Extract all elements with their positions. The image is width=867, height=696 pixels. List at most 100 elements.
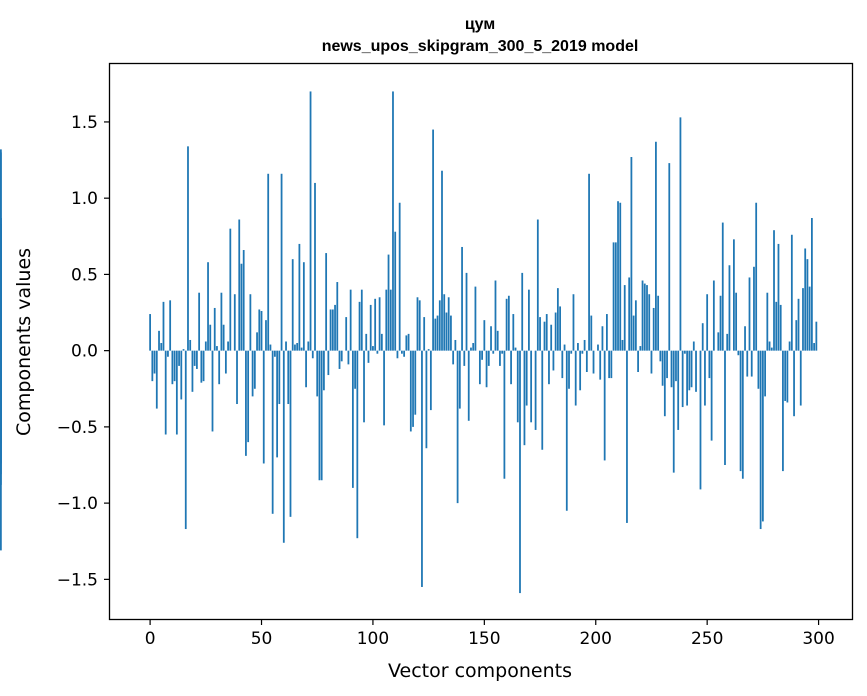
bar — [695, 351, 697, 392]
bar — [348, 351, 350, 365]
bar — [249, 294, 251, 350]
bar — [252, 351, 254, 397]
bar — [163, 302, 165, 351]
bar — [722, 223, 724, 351]
bar — [270, 345, 272, 351]
bar — [0, 224, 2, 351]
bar — [345, 317, 347, 351]
bar — [178, 351, 180, 366]
bar — [789, 342, 791, 351]
bar — [813, 343, 815, 351]
bar — [183, 349, 185, 351]
bar — [575, 351, 577, 406]
bar — [608, 351, 610, 378]
bar — [524, 351, 526, 446]
bar — [782, 351, 784, 471]
bar — [325, 253, 327, 351]
bar — [209, 325, 211, 351]
bar — [314, 183, 316, 351]
bar — [0, 340, 2, 351]
bar — [711, 351, 713, 441]
bar — [158, 331, 160, 351]
bar — [372, 346, 374, 351]
bar — [423, 317, 425, 351]
x-tick-label: 50 — [251, 629, 273, 649]
bar — [619, 203, 621, 351]
bar — [510, 351, 512, 385]
bar — [564, 345, 566, 351]
bar — [299, 244, 301, 351]
bar — [405, 335, 407, 350]
bar — [673, 351, 675, 473]
bar — [573, 294, 575, 350]
bar — [421, 351, 423, 587]
bar — [468, 351, 470, 421]
bar — [613, 242, 615, 350]
bar — [307, 342, 309, 351]
bar — [359, 302, 361, 351]
bar — [800, 351, 802, 406]
bar — [207, 262, 209, 350]
bar — [229, 229, 231, 351]
bar — [517, 351, 519, 423]
bar — [203, 351, 205, 381]
bar — [234, 294, 236, 350]
bar — [492, 351, 494, 354]
bar — [466, 273, 468, 351]
bar — [501, 351, 503, 354]
bar — [508, 296, 510, 351]
bar — [241, 264, 243, 351]
bar — [330, 309, 332, 350]
bar — [327, 351, 329, 375]
bar — [254, 351, 256, 389]
bar — [539, 317, 541, 351]
bar — [729, 265, 731, 350]
bar — [666, 351, 668, 378]
bar — [243, 250, 245, 351]
bar — [316, 351, 318, 397]
bar — [281, 174, 283, 351]
bar — [200, 351, 202, 383]
bar — [617, 201, 619, 350]
bar — [497, 331, 499, 351]
bar — [285, 342, 287, 351]
bar — [283, 351, 285, 543]
bar — [156, 351, 158, 409]
bar — [446, 313, 448, 351]
y-tick-label: 0.5 — [71, 265, 98, 285]
bar — [223, 325, 225, 351]
bar — [521, 273, 523, 351]
bar — [659, 351, 661, 362]
bar — [356, 351, 358, 539]
bar — [488, 351, 490, 366]
bar — [709, 351, 711, 378]
bar — [388, 255, 390, 351]
bar — [664, 351, 666, 417]
bar — [169, 300, 171, 350]
bar — [653, 308, 655, 351]
bar — [778, 244, 780, 351]
bar — [637, 351, 639, 372]
bar — [194, 351, 196, 366]
bar — [236, 351, 238, 404]
bar — [568, 351, 570, 389]
bar — [584, 340, 586, 351]
bar — [633, 316, 635, 351]
bar — [439, 300, 441, 350]
bar — [631, 157, 633, 351]
bar — [766, 293, 768, 351]
bar — [751, 351, 753, 377]
bar — [381, 334, 383, 351]
x-tick-label: 250 — [691, 629, 723, 649]
bar — [410, 351, 412, 432]
bar — [441, 171, 443, 351]
bar — [323, 351, 325, 391]
bar — [557, 288, 559, 351]
bar — [662, 351, 664, 386]
bar — [448, 297, 450, 350]
bar — [588, 174, 590, 351]
bar — [247, 351, 249, 442]
bar — [597, 345, 599, 351]
bar — [682, 351, 684, 407]
